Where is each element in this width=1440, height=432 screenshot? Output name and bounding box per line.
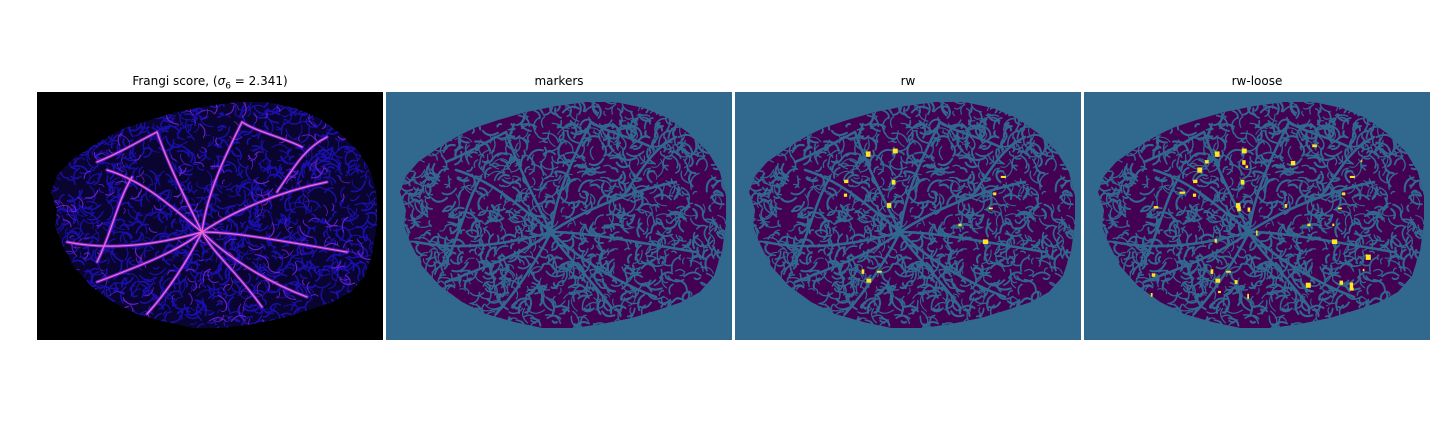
highlight-region	[1241, 148, 1247, 154]
highlight-region	[1214, 151, 1220, 157]
frangi-score-image	[37, 92, 383, 340]
rw-panel-title: rw	[900, 74, 916, 88]
highlight-region	[865, 151, 871, 157]
highlight-region	[1362, 268, 1365, 272]
highlight-region	[1331, 239, 1338, 244]
highlight-region	[1349, 282, 1354, 288]
highlight-region	[1236, 203, 1241, 208]
highlight-region	[1305, 282, 1311, 288]
highlight-region	[958, 223, 962, 227]
highlight-region	[1247, 207, 1251, 212]
highlight-region	[1237, 206, 1241, 212]
highlight-region	[1197, 167, 1203, 173]
highlight-region	[1240, 179, 1245, 185]
markers-panel-title: markers	[534, 74, 584, 88]
highlight-region	[1210, 269, 1214, 274]
highlight-region	[1179, 191, 1185, 194]
highlight-region	[1215, 278, 1221, 283]
highlight-region	[1360, 160, 1363, 162]
highlight-region	[1342, 192, 1346, 196]
highlight-region	[1349, 287, 1354, 291]
highlight-region	[843, 193, 848, 197]
highlight-region	[877, 270, 882, 273]
highlight-region	[1204, 160, 1209, 164]
highlight-region	[1218, 290, 1221, 294]
highlight-region	[1349, 175, 1355, 178]
rw-canvas	[735, 92, 1081, 340]
highlight-region	[1312, 144, 1317, 148]
highlight-region	[1000, 175, 1006, 178]
highlight-region	[1365, 254, 1371, 260]
highlight-region	[988, 207, 993, 210]
rw-loose-canvas	[1084, 92, 1430, 340]
highlight-region	[1226, 270, 1231, 273]
highlight-region	[861, 269, 865, 274]
rw-loose-image	[1084, 92, 1430, 340]
highlight-region	[887, 203, 892, 208]
highlight-region	[891, 179, 896, 185]
highlight-region	[1153, 206, 1159, 209]
highlight-region	[993, 192, 997, 196]
highlight-region	[1339, 280, 1343, 285]
highlight-region	[1150, 293, 1153, 297]
highlight-region	[1290, 160, 1296, 166]
highlight-region	[1256, 230, 1258, 236]
highlight-region	[1284, 204, 1288, 208]
markers-image	[386, 92, 732, 340]
markers-canvas	[386, 92, 732, 340]
highlight-region	[1332, 223, 1335, 227]
highlight-region	[1337, 207, 1342, 210]
frangi-panel-title: Frangi score, (σ6 = 2.341)	[37, 74, 383, 93]
highlight-region	[1242, 160, 1246, 165]
highlight-region	[892, 148, 898, 154]
highlight-region	[1151, 273, 1156, 277]
frangi-title-value: = 2.341)	[230, 74, 288, 88]
rw-image	[735, 92, 1081, 340]
highlight-region	[866, 278, 872, 283]
rw-loose-panel-title: rw-loose	[1231, 74, 1283, 88]
highlight-region	[1214, 239, 1217, 243]
highlight-region	[1307, 223, 1311, 227]
highlight-region	[1245, 165, 1249, 169]
sigma-symbol: σ	[217, 74, 226, 88]
frangi-title-text: Frangi score, (	[132, 74, 218, 88]
highlight-region	[1193, 179, 1198, 184]
frangi-score-canvas	[37, 92, 383, 340]
sigma-subscript: 6	[225, 81, 231, 92]
highlight-region	[1247, 293, 1249, 299]
highlight-region	[982, 239, 989, 244]
highlight-region	[1234, 280, 1238, 284]
highlight-region	[844, 179, 849, 184]
highlight-region	[1192, 193, 1197, 197]
